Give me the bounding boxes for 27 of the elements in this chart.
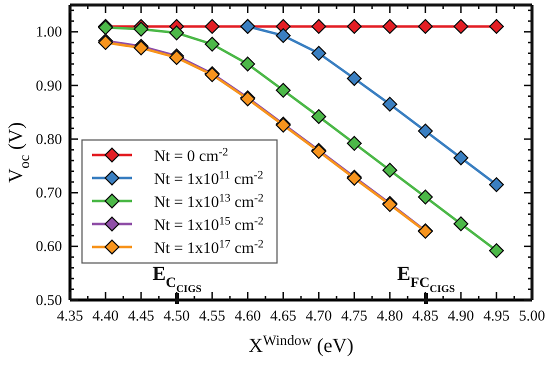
y-tick-label: 0.70 [36, 186, 62, 202]
x-tick-label: 4.75 [341, 308, 368, 325]
x-tick-label: 4.65 [270, 308, 296, 325]
legend-label: Nt = 1x10$^{17}$ cm$^{-2}$ [154, 238, 264, 257]
x-tick-label: 4.80 [376, 308, 403, 325]
annotation: EC$_{CIGS}$ [152, 263, 202, 296]
x-tick-label: 4.60 [234, 308, 261, 325]
y-tick-label: 0.60 [36, 239, 62, 256]
x-tick-label: 4.85 [412, 308, 439, 325]
x-tick-label: 4.50 [163, 308, 190, 325]
x-tick-label: 4.40 [92, 308, 119, 325]
x-tick-label: 4.45 [128, 308, 154, 325]
y-tick-label: 0.80 [36, 132, 62, 148]
legend-label: Nt = 0 cm$^{-2}$ [154, 146, 228, 165]
x-tick-label: 4.35 [56, 308, 84, 325]
x-tick-label: 4.90 [448, 308, 474, 325]
y-axis-title: Voc (V) [5, 122, 33, 183]
legend-label: Nt = 1x10$^{15}$ cm$^{-2}$ [154, 215, 264, 234]
x-tick-label: 4.55 [199, 308, 226, 325]
x-tick-label: 4.95 [483, 308, 510, 325]
x-tick-label: 4.70 [306, 308, 332, 325]
x-tick-label: 5.00 [518, 308, 546, 325]
y-tick-label: 0.90 [36, 78, 62, 94]
y-tick-label: 1.00 [36, 24, 62, 41]
legend-label: Nt = 1x10$^{11}$ cm$^{-2}$ [154, 169, 264, 188]
legend-label: Nt = 1x10$^{13}$ cm$^{-2}$ [154, 192, 264, 211]
y-tick-label: 0.50 [36, 292, 62, 309]
